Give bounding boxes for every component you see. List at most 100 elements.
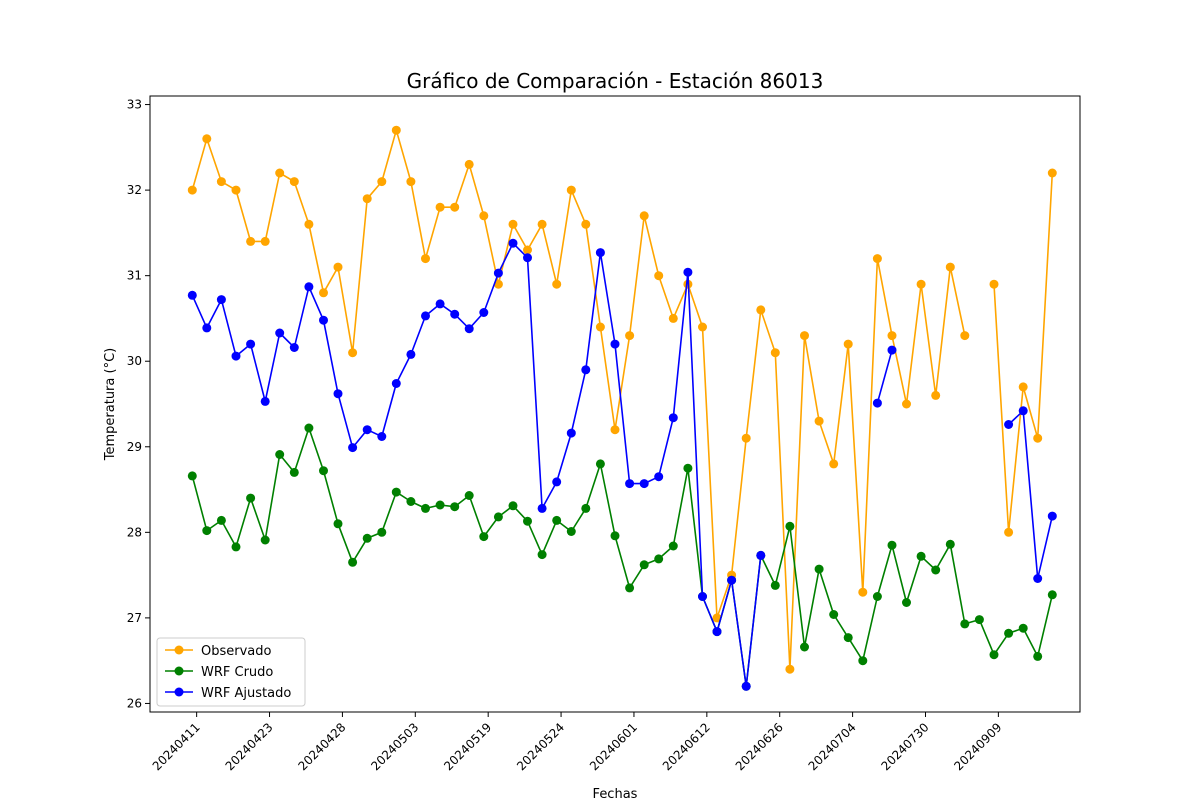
data-point	[931, 390, 941, 400]
data-point	[566, 527, 576, 536]
data-point	[202, 323, 212, 333]
legend: Observado WRF Crudo WRF Ajustado	[156, 637, 306, 707]
data-point	[216, 515, 226, 525]
data-point	[1004, 527, 1014, 537]
data-point	[595, 459, 605, 469]
data-point	[508, 238, 518, 248]
data-point	[1004, 628, 1014, 638]
data-point	[858, 656, 868, 666]
data-point	[800, 331, 809, 341]
y-axis-label: Temperatura (°C)	[103, 348, 118, 461]
data-point	[814, 564, 824, 574]
data-point	[654, 271, 664, 281]
data-point	[348, 348, 358, 358]
data-point	[421, 311, 430, 321]
y-tick-label: 30	[127, 354, 142, 368]
legend-label: WRF Crudo	[201, 665, 273, 680]
data-point	[493, 512, 503, 522]
data-point	[610, 339, 620, 349]
data-point	[741, 681, 751, 691]
data-point	[275, 168, 285, 178]
data-point	[202, 526, 212, 536]
data-point	[421, 254, 430, 264]
data-point	[1047, 590, 1057, 600]
data-point	[319, 466, 328, 476]
data-point	[479, 532, 489, 542]
data-point	[902, 598, 911, 607]
data-point	[945, 262, 955, 272]
data-point	[391, 487, 401, 497]
data-point	[1018, 406, 1028, 416]
data-point	[319, 288, 328, 298]
data-point	[187, 471, 197, 481]
data-point	[916, 551, 926, 561]
data-point	[406, 349, 416, 359]
y-tick-label: 33	[127, 98, 142, 112]
data-point	[246, 339, 256, 349]
data-point	[391, 379, 401, 388]
data-point	[362, 533, 372, 543]
data-point	[1004, 420, 1014, 429]
data-point	[523, 245, 532, 255]
data-point	[814, 416, 824, 426]
data-point	[683, 267, 693, 277]
y-axis: 26 27 28 29 30 31 32 33	[127, 98, 150, 710]
data-point	[610, 531, 620, 541]
series-wrf-ajustado	[187, 238, 1057, 691]
data-point	[960, 331, 970, 341]
data-point	[668, 541, 678, 551]
data-point	[843, 633, 853, 643]
data-point	[698, 322, 707, 332]
data-point	[216, 177, 226, 187]
data-point	[435, 299, 445, 309]
data-point	[348, 443, 358, 453]
data-point	[566, 185, 576, 195]
y-tick-label: 28	[127, 525, 142, 539]
data-point	[566, 428, 576, 438]
data-point	[348, 557, 358, 567]
legend-swatch-marker	[174, 645, 184, 655]
data-point	[931, 565, 941, 575]
data-point	[974, 615, 984, 625]
data-point	[523, 516, 532, 526]
x-axis-label: Fechas	[593, 787, 638, 800]
data-point	[756, 305, 766, 315]
data-point	[377, 177, 387, 187]
data-point	[843, 339, 853, 349]
data-point	[610, 425, 620, 435]
data-point	[872, 254, 882, 264]
data-point	[902, 399, 911, 409]
data-point	[668, 313, 678, 323]
data-point	[260, 236, 270, 246]
data-point	[552, 477, 562, 487]
data-point	[289, 467, 299, 477]
data-point	[187, 290, 197, 300]
data-point	[887, 345, 897, 355]
data-point	[289, 177, 299, 187]
series-line	[191, 129, 966, 671]
data-point	[435, 202, 445, 212]
plot-frame	[149, 95, 1081, 713]
data-point	[785, 521, 795, 531]
data-point	[450, 309, 460, 319]
series-layer	[187, 125, 1057, 691]
data-point	[960, 619, 970, 629]
series-wrf-crudo	[187, 423, 1057, 691]
y-tick-label: 26	[127, 696, 142, 710]
data-point	[829, 610, 839, 619]
data-point	[625, 583, 635, 593]
series-line	[876, 349, 893, 404]
y-tick-label: 31	[127, 269, 142, 283]
data-point	[770, 348, 780, 358]
data-point	[464, 491, 474, 500]
data-point	[581, 503, 591, 513]
data-point	[1018, 623, 1028, 633]
data-point	[202, 134, 212, 144]
data-point	[1033, 433, 1043, 443]
y-tick-label: 32	[127, 183, 142, 197]
data-point	[1047, 168, 1057, 178]
data-point	[625, 331, 635, 341]
data-point	[333, 262, 343, 272]
data-point	[479, 308, 489, 317]
data-point	[435, 500, 445, 510]
